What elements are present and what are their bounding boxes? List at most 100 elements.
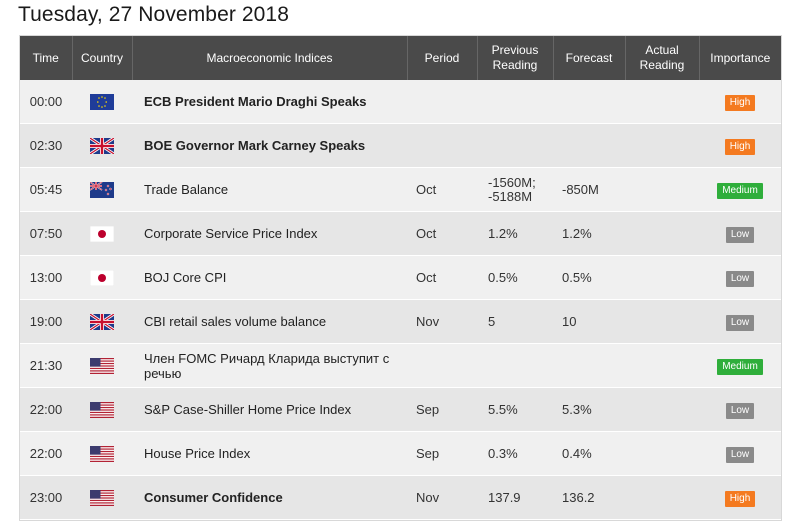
header-period: Period (407, 36, 478, 80)
row-previous-value: 5 (488, 313, 496, 329)
row-actual (625, 80, 699, 124)
row-importance: Low (699, 299, 781, 344)
page-title: Tuesday, 27 November 2018 (18, 3, 289, 26)
header-time: Time (20, 36, 73, 80)
row-time: 02:30 (20, 123, 72, 168)
row-country (72, 299, 132, 344)
row-actual (625, 475, 699, 520)
row-period: Oct (407, 255, 477, 300)
header-country: Country (72, 36, 133, 80)
row-indicator-name: BOE Governor Mark Carney Speaks (132, 123, 407, 168)
row-previous: 5 (477, 299, 553, 344)
row-country (72, 167, 132, 212)
row-indicator-name: Consumer Confidence (132, 475, 407, 520)
row-period: Oct (407, 211, 477, 256)
row-importance: Low (699, 387, 781, 432)
importance-badge: High (724, 138, 756, 155)
row-actual (625, 211, 699, 256)
row-actual (625, 167, 699, 212)
row-forecast: 136.2 (553, 475, 625, 520)
header-importance: Importance (699, 36, 781, 80)
table-row: 05:45 Trade Balance Oct -1560M; -5188M -850M… (20, 167, 781, 212)
row-period: Nov (407, 475, 477, 520)
table-row: 23:00 Consumer Confidence Nov 137.9 136.2 Hig… (20, 475, 781, 520)
table-row: 22:00 S&P Case-Shiller Home Price Index Se… (20, 387, 781, 432)
row-importance: High (699, 80, 781, 124)
header-indices: Macroeconomic Indices (132, 36, 408, 80)
nz-flag-icon (89, 181, 114, 198)
row-previous-value: -1560M; -5188M (488, 174, 536, 204)
row-forecast (553, 80, 625, 124)
row-country (72, 475, 132, 520)
importance-badge: High (724, 94, 756, 111)
importance-badge: Medium (717, 182, 763, 199)
row-previous: -1560M; -5188M (477, 167, 553, 212)
row-previous: 0.3% (477, 431, 553, 476)
row-forecast: 0.4% (553, 431, 625, 476)
row-importance: Low (699, 431, 781, 476)
row-period: Sep (407, 387, 477, 432)
row-country (72, 343, 132, 388)
row-forecast: 5.3% (553, 387, 625, 432)
row-actual (625, 387, 699, 432)
header-row: Time Country Macroeconomic Indices Perio… (20, 36, 781, 80)
row-period (407, 343, 477, 388)
row-forecast: 10 (553, 299, 625, 344)
row-actual (625, 299, 699, 344)
table-row: 22:00 House Price Index Sep 0.3% 0.4% Low (20, 431, 781, 476)
row-previous: 0.5% (477, 255, 553, 300)
row-period (407, 80, 477, 124)
row-time: 23:00 (20, 475, 72, 520)
row-importance: Low (699, 211, 781, 256)
importance-badge: Low (725, 402, 755, 419)
table-row: 19:00 CBI retail sales volume balance Nov 5… (20, 299, 781, 344)
importance-badge: Low (725, 226, 755, 243)
us-flag-icon (90, 401, 114, 418)
table-row: 00:00 ECB President Mario Draghi Speaks Hi… (20, 80, 781, 124)
row-previous-value: 5.5% (488, 401, 518, 417)
row-previous (477, 343, 553, 388)
row-period: Oct (407, 167, 477, 212)
table-row: 02:30 BOE Governor Mark Carney Speaks High (20, 123, 781, 168)
importance-badge: High (724, 490, 756, 507)
row-previous-value: 1.2% (488, 225, 518, 241)
table-row: 13:00 BOJ Core CPI Oct 0.5% 0.5% Low (20, 255, 781, 300)
row-forecast (553, 123, 625, 168)
row-actual (625, 123, 699, 168)
row-previous: 1.2% (477, 211, 553, 256)
row-forecast: 0.5% (553, 255, 625, 300)
row-indicator-name: House Price Index (132, 431, 407, 476)
row-forecast: -850M (553, 167, 625, 212)
eu-flag-icon (90, 93, 114, 110)
row-time: 19:00 (20, 299, 72, 344)
row-previous-value: 0.3% (488, 445, 518, 461)
row-importance: High (699, 123, 781, 168)
row-period (407, 123, 477, 168)
row-indicator-name: ECB President Mario Draghi Speaks (132, 80, 407, 124)
row-indicator-name: CBI retail sales volume balance (132, 299, 407, 344)
row-time: 22:00 (20, 431, 72, 476)
row-indicator-name: Trade Balance (132, 167, 407, 212)
header-previous: Previous Reading (477, 36, 554, 80)
row-period: Sep (407, 431, 477, 476)
row-time: 07:50 (20, 211, 72, 256)
row-actual (625, 343, 699, 388)
us-flag-icon (90, 445, 114, 462)
row-indicator-name: Corporate Service Price Index (132, 211, 407, 256)
row-time: 13:00 (20, 255, 72, 300)
row-forecast (553, 343, 625, 388)
row-country (72, 80, 132, 124)
us-flag-icon (90, 489, 114, 506)
row-country (72, 123, 132, 168)
uk-flag-icon (89, 312, 115, 332)
table-row: 07:50 Corporate Service Price Index Oct 1.2… (20, 211, 781, 256)
row-previous: 5.5% (477, 387, 553, 432)
row-country (72, 255, 132, 300)
us-flag-icon (90, 357, 114, 374)
row-period: Nov (407, 299, 477, 344)
row-previous-value: 0.5% (488, 269, 518, 285)
row-indicator-name: Член FOMC Ричард Кларида выступит с речь… (132, 343, 407, 388)
row-previous: 137.9 (477, 475, 553, 520)
row-previous-value: 137.9 (488, 489, 521, 505)
table-row: 21:30 Член FOMC Ричард Кларида выступит с… (20, 343, 781, 388)
